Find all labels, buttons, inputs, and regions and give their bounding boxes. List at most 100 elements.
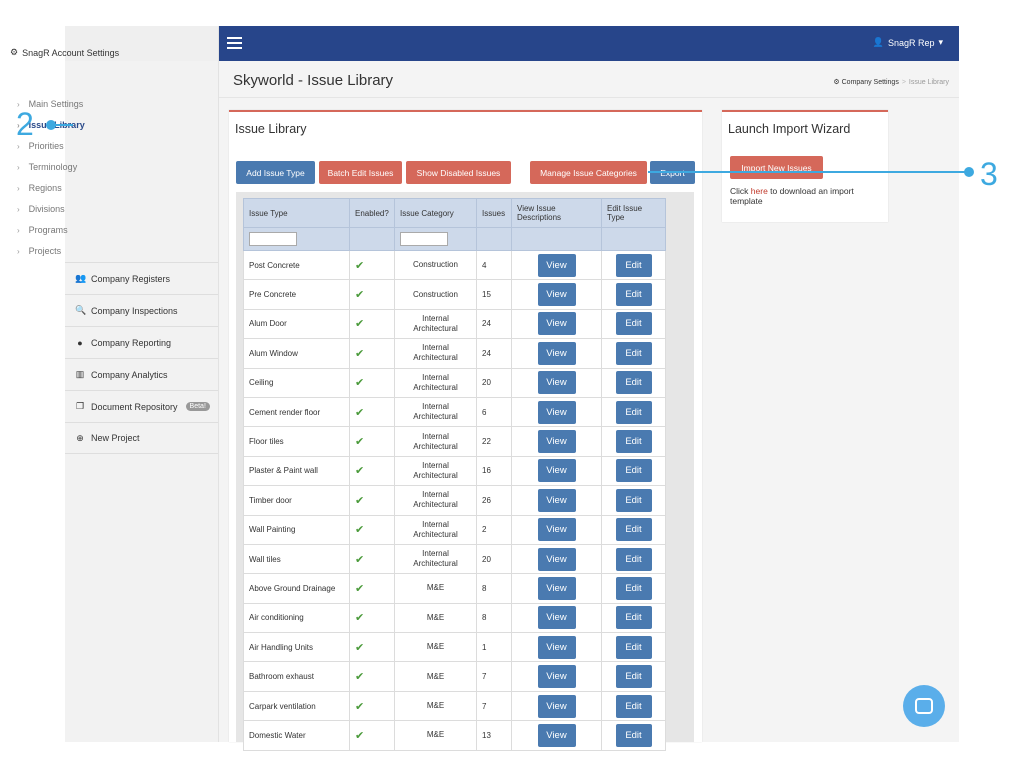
issue-library-table: Issue Type Enabled? Issue Category Issue… <box>243 198 666 751</box>
breadcrumb-separator: > <box>901 79 906 86</box>
edit-button[interactable]: Edit <box>615 253 652 277</box>
issue-count-cell: 15 <box>476 279 512 310</box>
edit-button[interactable]: Edit <box>615 430 652 454</box>
sidebar-item-label: Company Reporting <box>91 337 172 348</box>
edit-button[interactable]: Edit <box>615 488 652 512</box>
chevron-right-icon: › <box>17 141 20 151</box>
sidebar-item-main-settings[interactable]: › Main Settings <box>17 99 83 109</box>
issue-count-cell: 4 <box>476 249 512 281</box>
issue-category-filter-input[interactable] <box>400 232 448 246</box>
chevron-right-icon: › <box>17 99 20 109</box>
page-title: Skyworld - Issue Library <box>233 72 394 89</box>
caret-down-icon: ▾ <box>938 37 943 47</box>
view-button[interactable]: View <box>537 547 576 571</box>
view-button[interactable]: View <box>537 312 576 336</box>
view-button[interactable]: View <box>537 400 576 424</box>
edit-button[interactable]: Edit <box>615 665 652 689</box>
issue-count-cell: 24 <box>476 338 512 369</box>
enabled-check-icon: ✔ <box>349 632 395 663</box>
sidebar-item-projects[interactable]: › Projects <box>17 246 61 256</box>
breadcrumb-current: Issue Library <box>908 79 949 86</box>
view-button[interactable]: View <box>537 253 576 277</box>
issue-type-cell: Carpark ventilation <box>243 690 350 722</box>
breadcrumb-company-settings[interactable]: Company Settings <box>841 79 899 86</box>
view-button[interactable]: View <box>537 576 576 600</box>
sidebar-item-document-repository[interactable]: ❐ Document Repository Beta! <box>65 390 218 422</box>
view-button[interactable]: View <box>537 606 576 630</box>
sidebar-item-company-inspections[interactable]: 🔍 Company Inspections <box>65 294 218 326</box>
add-issue-type-button[interactable]: Add Issue Type <box>236 161 315 184</box>
sidebar-item-company-reporting[interactable]: ● Company Reporting <box>65 326 218 358</box>
enabled-check-icon: ✔ <box>349 396 395 428</box>
edit-button[interactable]: Edit <box>615 518 652 542</box>
edit-button[interactable]: Edit <box>615 459 652 483</box>
edit-button[interactable]: Edit <box>615 635 652 659</box>
manage-issue-categories-button[interactable]: Manage Issue Categories <box>530 161 647 184</box>
issue-category-cell: Internal Architectural <box>394 338 477 369</box>
sidebar-item-programs[interactable]: › Programs <box>17 225 68 235</box>
user-menu[interactable]: 👤 SnagR Rep ▾ <box>873 37 943 48</box>
column-header[interactable]: Issues <box>476 198 512 228</box>
chat-launcher-button[interactable] <box>903 685 945 727</box>
sidebar-item-divisions[interactable]: › Divisions <box>17 204 65 214</box>
edit-button[interactable]: Edit <box>615 312 652 336</box>
edit-cell: Edit <box>601 573 666 604</box>
download-template-link[interactable]: here <box>750 186 768 196</box>
edit-button[interactable]: Edit <box>615 694 652 718</box>
view-button[interactable]: View <box>537 694 576 718</box>
view-button[interactable]: View <box>537 341 576 365</box>
panel-title: Issue Library <box>235 122 307 136</box>
edit-cell: Edit <box>601 426 666 457</box>
view-button[interactable]: View <box>537 430 576 454</box>
column-header[interactable]: Edit Issue Type <box>601 198 666 228</box>
sidebar-item-terminology[interactable]: › Terminology <box>17 162 77 172</box>
sidebar-heading[interactable]: ⚙ SnagR Account Settings <box>10 47 119 58</box>
view-button[interactable]: View <box>537 635 576 659</box>
column-header[interactable]: Issue Category <box>394 198 477 228</box>
sidebar-item-company-analytics[interactable]: ▥ Company Analytics <box>65 358 218 390</box>
column-header[interactable]: Enabled? <box>349 198 395 228</box>
view-button[interactable]: View <box>537 371 576 395</box>
column-header[interactable]: Issue Type <box>243 198 350 228</box>
issue-category-cell: Construction <box>394 249 477 281</box>
edit-button[interactable]: Edit <box>615 283 652 307</box>
chat-icon <box>915 698 933 714</box>
edit-button[interactable]: Edit <box>615 341 652 365</box>
edit-cell: Edit <box>601 455 666 487</box>
view-button[interactable]: View <box>537 283 576 307</box>
view-button[interactable]: View <box>537 459 576 483</box>
chevron-right-icon: › <box>17 183 20 193</box>
annotation-line <box>648 171 970 173</box>
view-cell: View <box>511 279 602 310</box>
issue-type-filter-input[interactable] <box>249 232 297 246</box>
edit-button[interactable]: Edit <box>615 547 652 571</box>
issue-category-cell: M&E <box>394 720 477 751</box>
view-button[interactable]: View <box>537 518 576 542</box>
bar-chart-icon: ▥ <box>75 369 85 379</box>
sidebar-item-priorities[interactable]: › Priorities <box>17 141 64 151</box>
edit-cell: Edit <box>601 543 666 575</box>
sidebar-item-company-registers[interactable]: 👥 Company Registers <box>65 262 218 294</box>
issue-category-cell: Internal Architectural <box>394 514 477 545</box>
edit-button[interactable]: Edit <box>615 723 652 747</box>
sidebar-item-label: Terminology <box>28 162 78 172</box>
column-header[interactable]: View Issue Descriptions <box>511 198 602 228</box>
view-cell: View <box>511 455 602 487</box>
view-button[interactable]: View <box>537 723 576 747</box>
edit-button[interactable]: Edit <box>615 400 652 424</box>
show-disabled-issues-button[interactable]: Show Disabled Issues <box>406 161 511 184</box>
issue-type-cell: Pre Concrete <box>243 279 350 310</box>
issue-category-cell: Internal Architectural <box>394 543 477 575</box>
hamburger-menu-icon[interactable] <box>227 37 242 49</box>
sidebar-item-new-project[interactable]: ⊕ New Project <box>65 422 218 454</box>
view-button[interactable]: View <box>537 488 576 512</box>
edit-button[interactable]: Edit <box>615 371 652 395</box>
batch-edit-issues-button[interactable]: Batch Edit Issues <box>319 161 402 184</box>
edit-button[interactable]: Edit <box>615 576 652 600</box>
edit-button[interactable]: Edit <box>615 606 652 630</box>
import-new-issues-button[interactable]: Import New Issues <box>730 156 823 179</box>
sidebar-item-regions[interactable]: › Regions <box>17 183 62 193</box>
view-button[interactable]: View <box>537 665 576 689</box>
enabled-check-icon: ✔ <box>349 602 395 634</box>
